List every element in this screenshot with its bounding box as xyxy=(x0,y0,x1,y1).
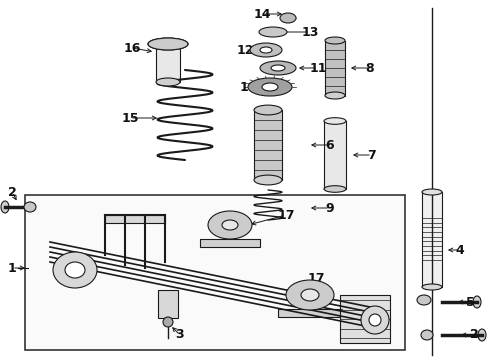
Ellipse shape xyxy=(368,314,380,326)
Text: 15: 15 xyxy=(121,112,139,125)
Text: 8: 8 xyxy=(365,62,373,75)
Text: 1: 1 xyxy=(8,261,16,274)
Text: 14: 14 xyxy=(253,8,270,21)
Bar xyxy=(25,195,404,350)
Ellipse shape xyxy=(148,38,187,50)
Text: 3: 3 xyxy=(175,328,184,342)
Ellipse shape xyxy=(285,280,333,310)
Ellipse shape xyxy=(260,61,295,75)
Ellipse shape xyxy=(324,186,346,192)
Ellipse shape xyxy=(325,37,345,44)
Ellipse shape xyxy=(301,289,318,301)
Ellipse shape xyxy=(420,330,432,340)
Bar xyxy=(324,121,346,189)
Text: 6: 6 xyxy=(325,139,334,152)
Ellipse shape xyxy=(325,92,345,99)
Bar xyxy=(421,192,441,287)
Bar xyxy=(278,309,341,317)
Text: 11: 11 xyxy=(308,62,326,75)
Ellipse shape xyxy=(249,43,282,57)
Bar xyxy=(105,215,164,223)
Bar xyxy=(158,290,178,318)
Text: 7: 7 xyxy=(367,149,376,162)
Text: 5: 5 xyxy=(465,296,473,309)
Ellipse shape xyxy=(207,211,251,239)
Ellipse shape xyxy=(324,118,346,124)
Text: 4: 4 xyxy=(455,243,464,257)
Text: 9: 9 xyxy=(325,202,334,215)
Ellipse shape xyxy=(262,83,278,91)
Text: 17: 17 xyxy=(277,208,294,221)
Bar xyxy=(339,295,389,343)
Ellipse shape xyxy=(24,202,36,212)
Bar xyxy=(200,239,260,247)
Ellipse shape xyxy=(163,317,173,327)
Ellipse shape xyxy=(270,65,285,71)
Ellipse shape xyxy=(253,105,282,115)
Ellipse shape xyxy=(1,201,9,213)
Ellipse shape xyxy=(65,262,85,278)
Ellipse shape xyxy=(360,306,388,334)
Ellipse shape xyxy=(259,27,286,37)
Ellipse shape xyxy=(156,78,180,86)
Ellipse shape xyxy=(53,252,97,288)
Ellipse shape xyxy=(222,220,238,230)
Text: 13: 13 xyxy=(301,26,318,39)
Ellipse shape xyxy=(280,13,295,23)
Ellipse shape xyxy=(148,38,187,50)
Ellipse shape xyxy=(416,295,430,305)
Ellipse shape xyxy=(247,78,291,96)
Text: 10: 10 xyxy=(239,81,256,94)
Bar xyxy=(156,44,180,82)
Text: 17: 17 xyxy=(306,271,324,284)
Ellipse shape xyxy=(253,175,282,185)
Text: 2: 2 xyxy=(8,185,16,198)
Bar xyxy=(325,41,345,95)
Text: 16: 16 xyxy=(123,41,141,54)
Bar xyxy=(253,110,282,180)
Ellipse shape xyxy=(421,284,441,290)
Text: 2: 2 xyxy=(468,328,477,342)
Ellipse shape xyxy=(472,296,480,308)
Ellipse shape xyxy=(421,189,441,195)
Text: 12: 12 xyxy=(236,44,253,57)
Ellipse shape xyxy=(260,47,271,53)
Ellipse shape xyxy=(477,329,485,341)
